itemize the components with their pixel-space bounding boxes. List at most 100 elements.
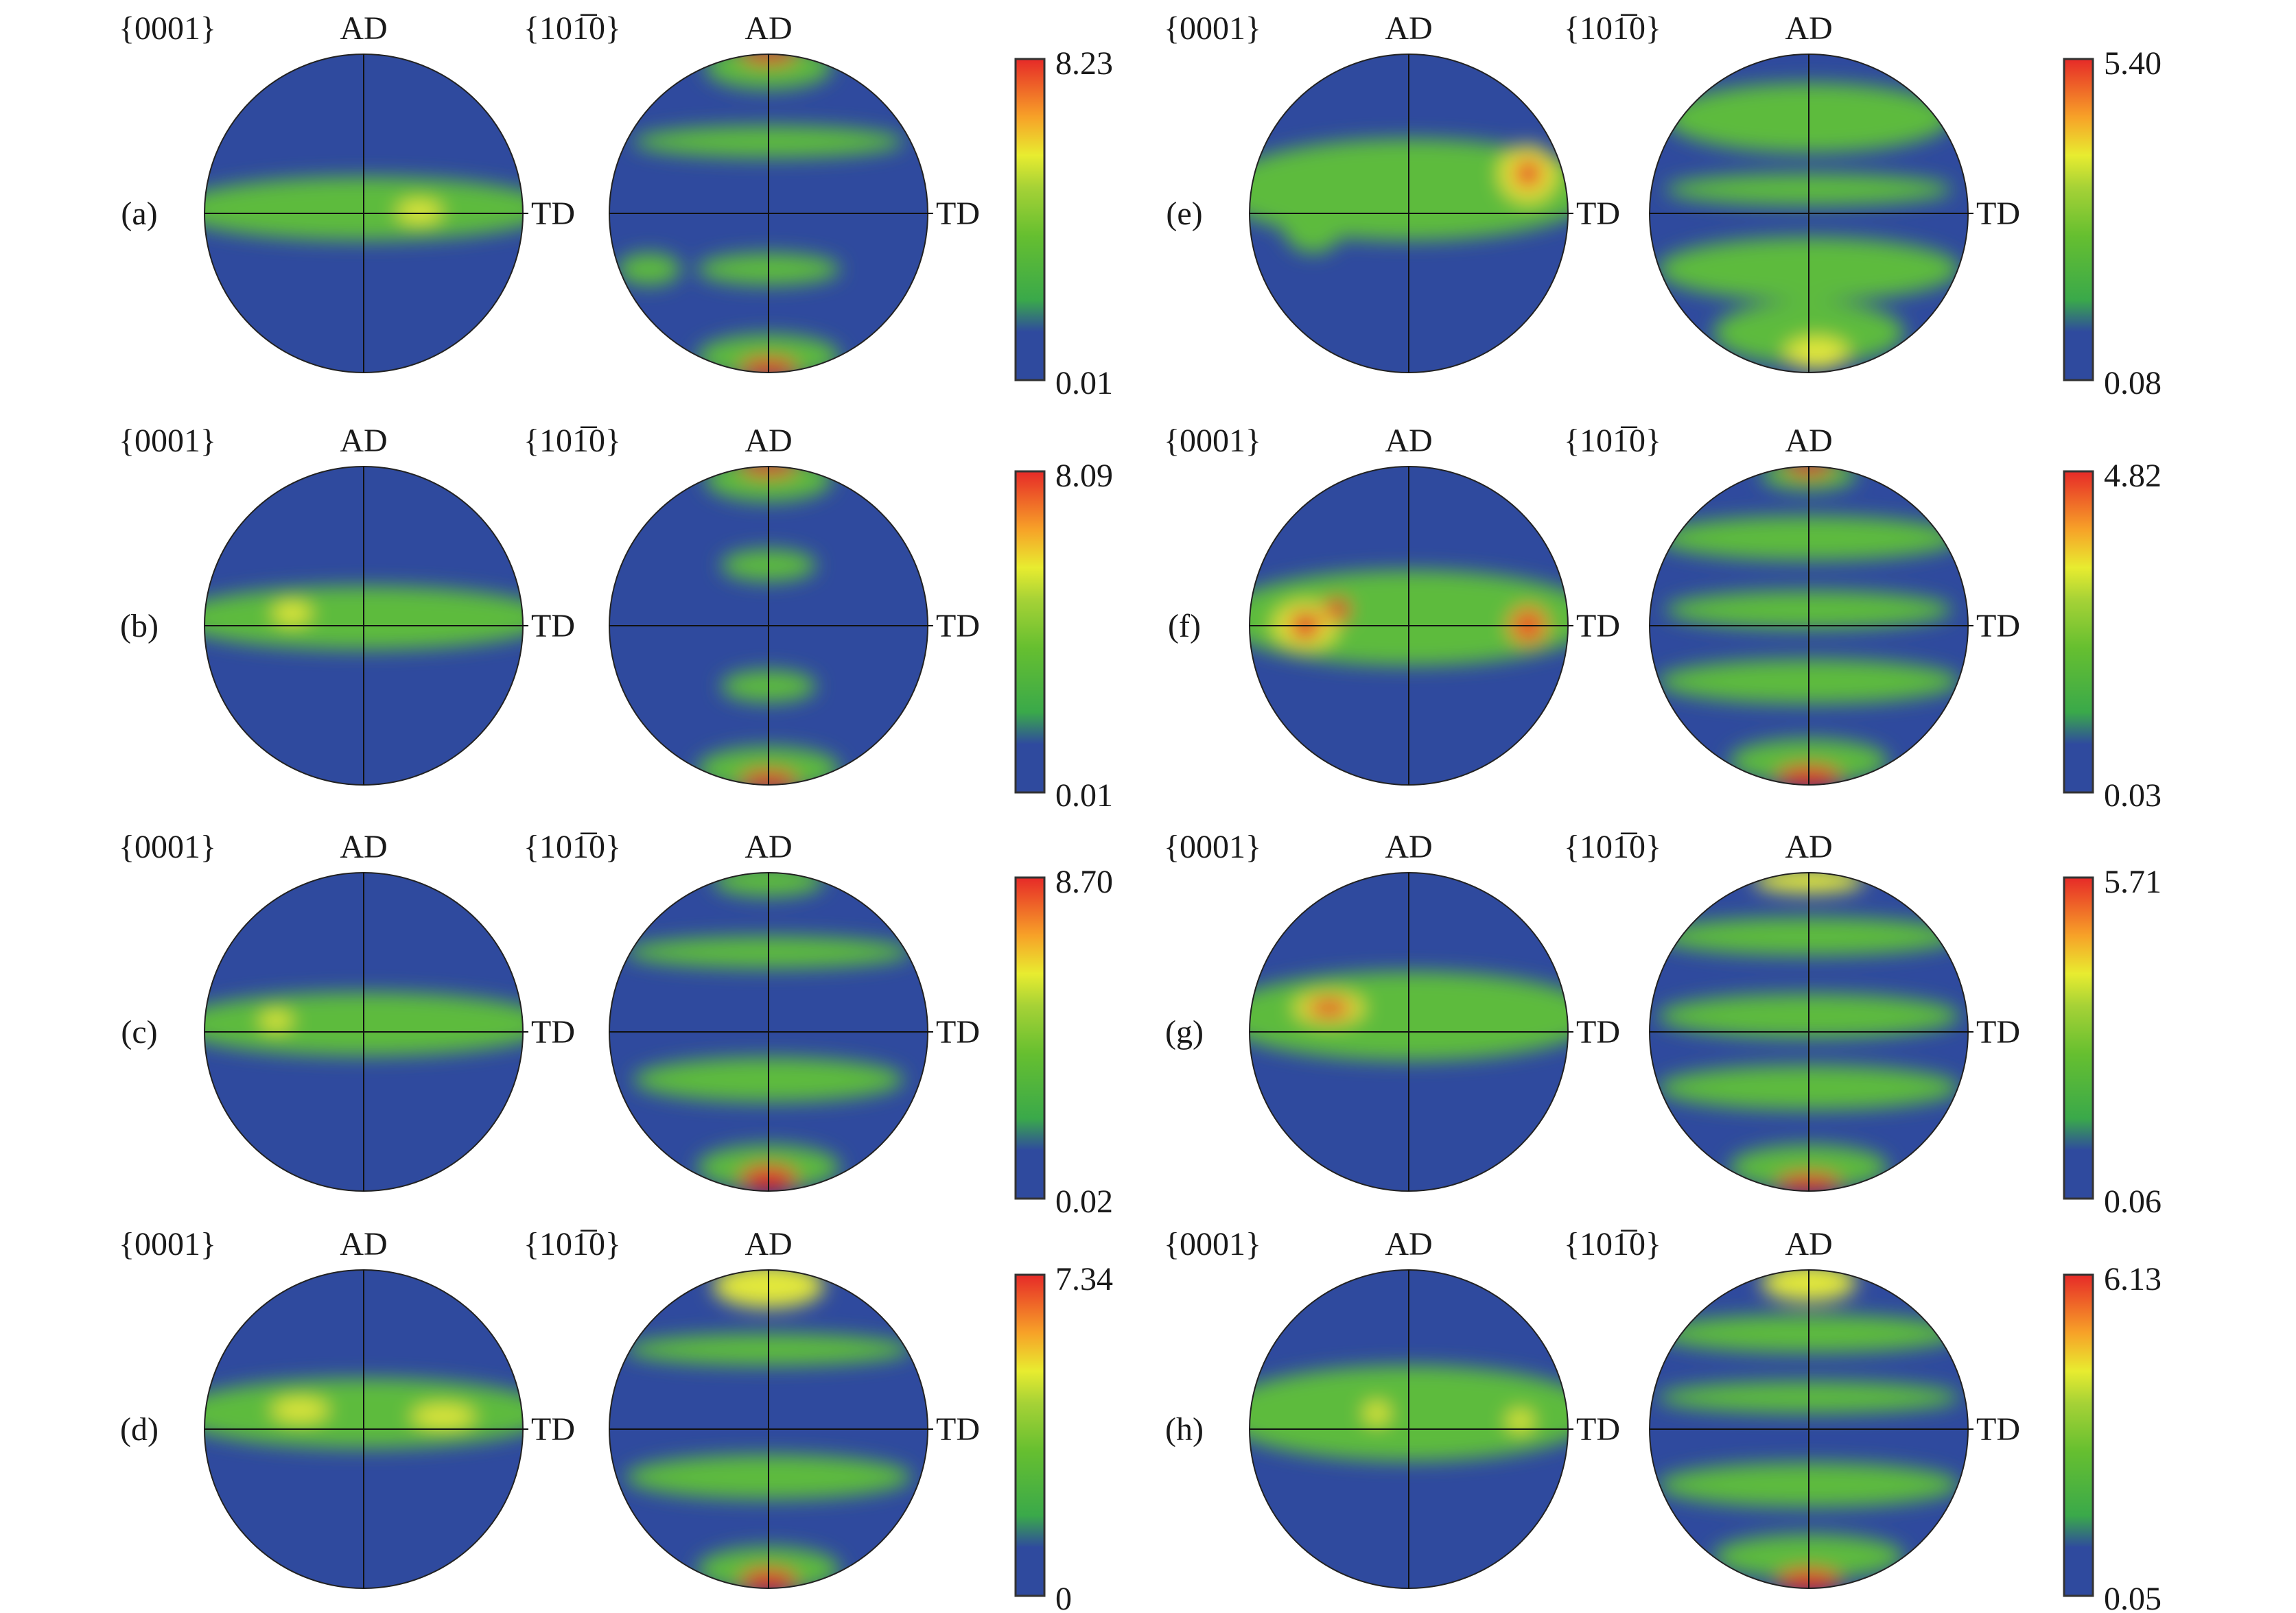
- colorbar-gradient: [1014, 1273, 1046, 1597]
- intensity-region: [617, 253, 681, 285]
- panel-h: (h): [1165, 1411, 1204, 1448]
- ad-label: AD: [1785, 423, 1832, 459]
- prismatic-pole-figure: {101̅0} AD TD: [524, 829, 980, 1192]
- basal-pole-figure: {0001} AD TD: [1164, 829, 1620, 1192]
- prismatic-title: {101̅0}: [524, 1226, 621, 1262]
- colorbar-max-label: 8.70: [1055, 864, 1113, 900]
- colorbar: 5.71 0.06: [2063, 864, 2162, 1220]
- td-label: TD: [1976, 608, 2020, 644]
- ad-label: AD: [340, 829, 387, 865]
- basal-pole-figure: {0001} AD TD: [119, 423, 575, 786]
- ad-label: AD: [1385, 1226, 1432, 1262]
- td-label: TD: [531, 196, 575, 232]
- panel-c: (c): [121, 1014, 157, 1050]
- ad-label: AD: [745, 829, 792, 865]
- colorbar-max-label: 6.13: [2104, 1261, 2162, 1297]
- intensity-region: [1307, 998, 1352, 1018]
- colorbar-min-label: 0: [1055, 1581, 1072, 1613]
- basal-title: {0001}: [1164, 10, 1261, 47]
- prismatic-title: {101̅0}: [1564, 10, 1661, 47]
- prismatic-title: {101̅0}: [1564, 423, 1661, 459]
- prismatic-pole-figure: {101̅0} AD TD: [524, 10, 980, 373]
- basal-title: {0001}: [1164, 1226, 1261, 1262]
- colorbar-max-label: 7.34: [1055, 1261, 1113, 1297]
- panel-b: (b): [120, 608, 159, 644]
- td-label: TD: [1976, 196, 2020, 232]
- colorbar-max-label: 5.71: [2104, 864, 2162, 900]
- intensity-region: [1324, 598, 1350, 622]
- panel-g: (g): [1165, 1014, 1204, 1050]
- colorbar-min-label: 0.06: [2104, 1184, 2162, 1220]
- intensity-region: [1364, 1402, 1390, 1425]
- panel-label: (c): [121, 1014, 157, 1050]
- prismatic-title: {101̅0}: [1564, 829, 1661, 865]
- td-label: TD: [1576, 196, 1620, 232]
- ad-label: AD: [1385, 423, 1432, 459]
- prismatic-pole-figure: {101̅0} AD TD: [1564, 829, 2020, 1192]
- colorbar-max-label: 5.40: [2104, 45, 2162, 82]
- panel-f: (f): [1168, 608, 1201, 644]
- ad-label: AD: [745, 10, 792, 47]
- prismatic-title: {101̅0}: [524, 829, 621, 865]
- colorbar-max-label: 8.23: [1055, 45, 1113, 82]
- panel-label: (g): [1165, 1014, 1204, 1050]
- colorbar: 8.09 0.01: [1014, 458, 1113, 814]
- panel-d: (d): [120, 1411, 159, 1448]
- intensity-region: [1516, 161, 1540, 187]
- panel-a: (a): [121, 196, 157, 232]
- colorbar-min-label: 0.05: [2104, 1581, 2162, 1613]
- ad-label: AD: [340, 1226, 387, 1262]
- colorbar: 5.40 0.08: [2063, 45, 2162, 401]
- panel-label: (e): [1166, 196, 1202, 232]
- ad-label: AD: [1385, 829, 1432, 865]
- basal-title: {0001}: [119, 829, 216, 865]
- td-label: TD: [531, 1014, 575, 1050]
- intensity-region: [272, 602, 312, 624]
- prismatic-pole-figure: {101̅0} AD TD: [1564, 1226, 2020, 1589]
- intensity-region: [411, 1405, 476, 1428]
- ad-label: AD: [340, 423, 387, 459]
- panel-label: (f): [1168, 608, 1201, 644]
- colorbar: 4.82 0.03: [2063, 458, 2162, 814]
- colorbar: 8.70 0.02: [1014, 864, 1113, 1220]
- basal-pole-figure: {0001} AD TD: [119, 1226, 575, 1589]
- basal-pole-figure: {0001} AD TD: [1164, 423, 1620, 786]
- panel-e: (e): [1166, 196, 1202, 232]
- prismatic-title: {101̅0}: [524, 10, 621, 47]
- prismatic-title: {101̅0}: [524, 423, 621, 459]
- colorbar-gradient: [2063, 470, 2094, 794]
- colorbar-gradient: [2063, 1273, 2094, 1597]
- colorbar-min-label: 0.01: [1055, 365, 1113, 401]
- td-label: TD: [1976, 1014, 2020, 1050]
- td-label: TD: [936, 1411, 980, 1448]
- basal-title: {0001}: [119, 10, 216, 47]
- colorbar-gradient: [2063, 876, 2094, 1200]
- td-label: TD: [936, 196, 980, 232]
- td-label: TD: [531, 608, 575, 644]
- ad-label: AD: [1785, 1226, 1832, 1262]
- colorbar: 8.23 0.01: [1014, 45, 1113, 401]
- intensity-region: [1507, 1410, 1533, 1433]
- ad-label: AD: [1785, 829, 1832, 865]
- colorbar-gradient: [2063, 58, 2094, 381]
- td-label: TD: [531, 1411, 575, 1448]
- ad-label: AD: [340, 10, 387, 47]
- td-label: TD: [1576, 1014, 1620, 1050]
- prismatic-pole-figure: {101̅0} AD TD: [524, 423, 980, 786]
- basal-pole-figure: {0001} AD TD: [119, 829, 575, 1192]
- ad-label: AD: [1385, 10, 1432, 47]
- ad-label: AD: [745, 1226, 792, 1262]
- colorbar-gradient: [1014, 58, 1046, 381]
- basal-title: {0001}: [1164, 829, 1261, 865]
- ad-label: AD: [745, 423, 792, 459]
- colorbar: 6.13 0.05: [2063, 1261, 2162, 1613]
- basal-title: {0001}: [119, 1226, 216, 1262]
- basal-title: {0001}: [119, 423, 216, 459]
- intensity-region: [260, 1011, 292, 1031]
- panel-label: (h): [1165, 1411, 1204, 1448]
- panel-label: (a): [121, 196, 157, 232]
- colorbar-max-label: 8.09: [1055, 458, 1113, 494]
- panel-label: (b): [120, 608, 159, 644]
- intensity-region: [1281, 189, 1346, 253]
